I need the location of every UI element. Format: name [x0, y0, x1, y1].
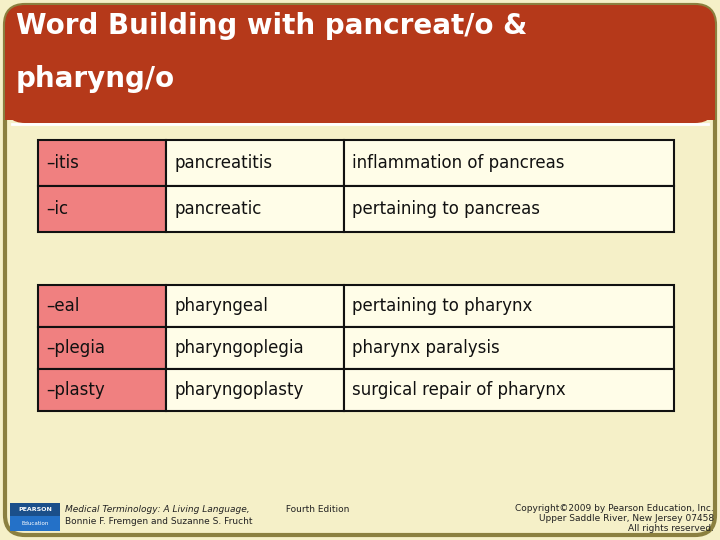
Text: –plasty: –plasty — [46, 381, 104, 399]
Bar — [344, 140, 674, 186]
Text: pharynx paralysis: pharynx paralysis — [352, 339, 500, 357]
Text: All rights reserved.: All rights reserved. — [628, 524, 714, 533]
Text: –itis: –itis — [46, 154, 79, 172]
Bar — [38, 186, 166, 232]
Bar — [38, 285, 166, 327]
Text: pharyng/o: pharyng/o — [16, 65, 175, 93]
Text: –ic: –ic — [46, 200, 68, 218]
Bar — [166, 285, 344, 327]
Text: Fourth Edition: Fourth Edition — [283, 505, 349, 514]
Bar — [344, 369, 674, 411]
Text: pharyngeal: pharyngeal — [174, 297, 268, 315]
FancyBboxPatch shape — [5, 5, 715, 535]
Bar — [344, 327, 674, 369]
Text: Education: Education — [22, 521, 49, 526]
Bar — [344, 186, 674, 232]
Bar — [10, 503, 60, 516]
Bar — [5, 98, 715, 120]
Bar — [38, 140, 166, 186]
Bar — [166, 140, 344, 186]
Text: pharyngoplegia: pharyngoplegia — [174, 339, 304, 357]
Text: pertaining to pancreas: pertaining to pancreas — [352, 200, 540, 218]
Text: Bonnie F. Fremgen and Suzanne S. Frucht: Bonnie F. Fremgen and Suzanne S. Frucht — [65, 517, 253, 526]
Text: Copyright©2009 by Pearson Education, Inc.: Copyright©2009 by Pearson Education, Inc… — [516, 504, 714, 513]
Text: pancreatitis: pancreatitis — [174, 154, 272, 172]
Text: surgical repair of pharynx: surgical repair of pharynx — [352, 381, 566, 399]
FancyBboxPatch shape — [5, 5, 715, 123]
Text: Medical Terminology: A Living Language,: Medical Terminology: A Living Language, — [65, 505, 250, 514]
Bar — [38, 327, 166, 369]
Bar — [166, 186, 344, 232]
Bar — [344, 285, 674, 327]
Text: inflammation of pancreas: inflammation of pancreas — [352, 154, 564, 172]
Text: Word Building with pancreat/o &: Word Building with pancreat/o & — [16, 12, 527, 40]
Text: pancreatic: pancreatic — [174, 200, 261, 218]
Bar — [10, 516, 60, 531]
Text: pertaining to pharynx: pertaining to pharynx — [352, 297, 532, 315]
Text: –plegia: –plegia — [46, 339, 105, 357]
Bar — [38, 369, 166, 411]
Text: PEARSON: PEARSON — [18, 507, 52, 512]
Text: –eal: –eal — [46, 297, 79, 315]
Text: pharyngoplasty: pharyngoplasty — [174, 381, 303, 399]
Text: Upper Saddle River, New Jersey 07458: Upper Saddle River, New Jersey 07458 — [539, 514, 714, 523]
Bar — [166, 369, 344, 411]
Bar — [166, 327, 344, 369]
